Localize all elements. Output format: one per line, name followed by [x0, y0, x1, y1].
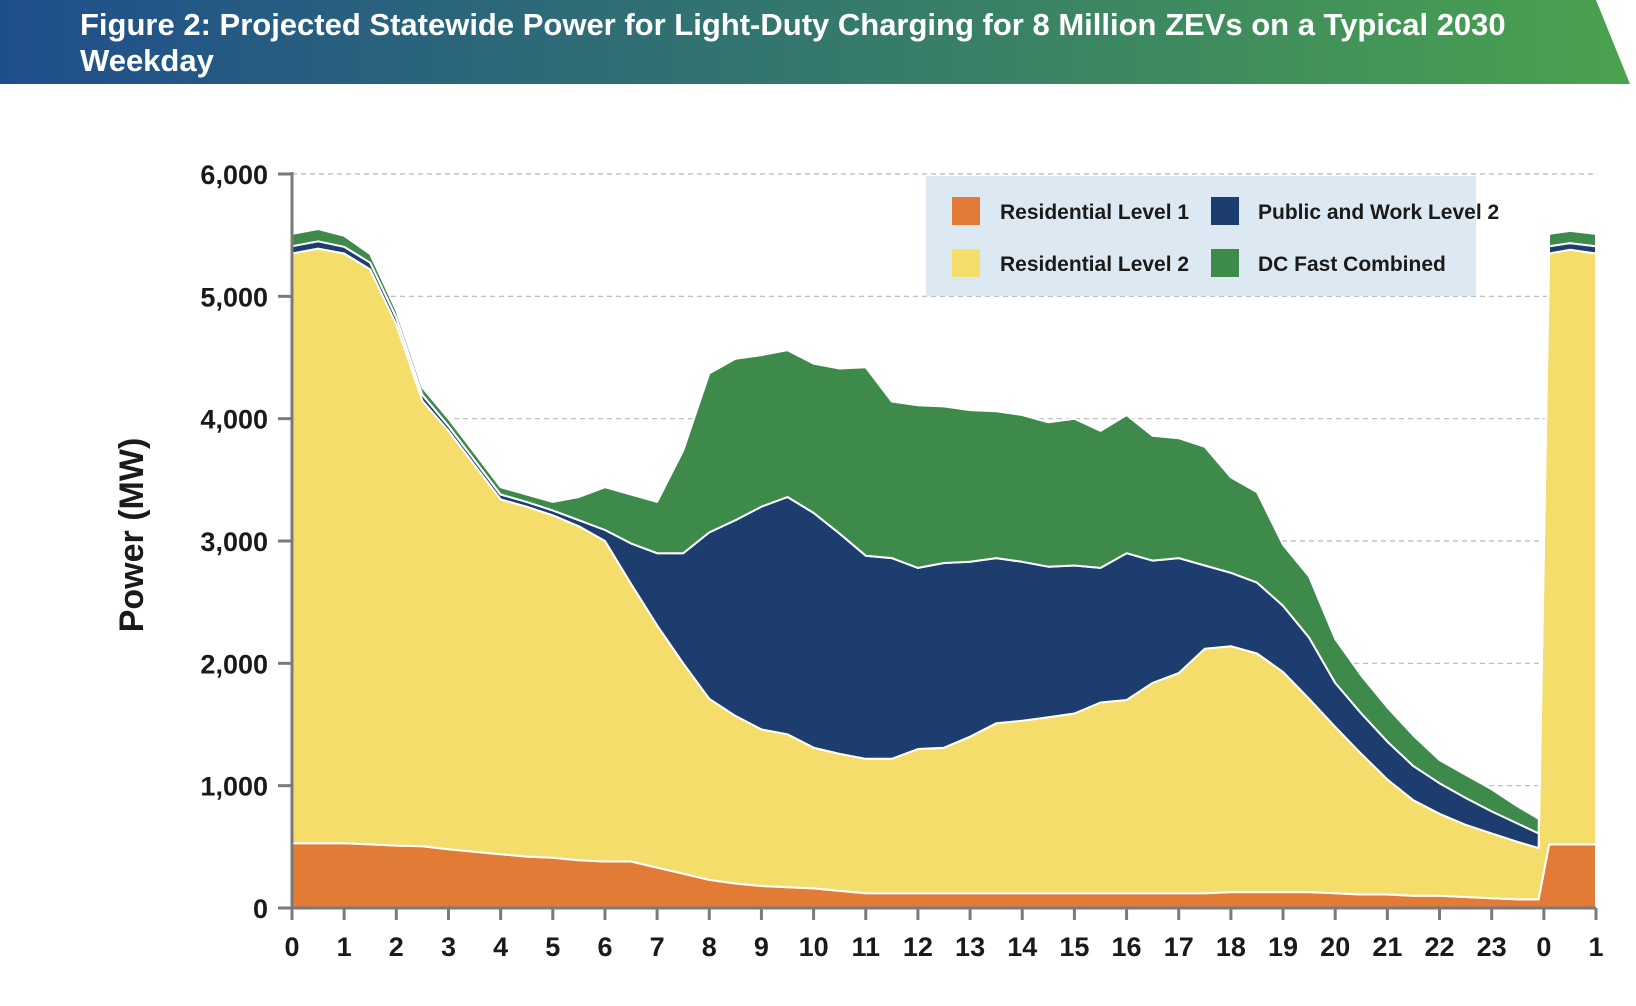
figure-title: Figure 2: Projected Statewide Power for … — [80, 7, 1506, 78]
x-tick-label: 0 — [284, 932, 299, 962]
x-tick-label: 16 — [1112, 932, 1142, 962]
figure-banner: Figure 2: Projected Statewide Power for … — [0, 0, 1636, 86]
legend-label: Residential Level 2 — [1000, 253, 1189, 276]
y-tick-label: 2,000 — [200, 649, 268, 679]
x-tick-label: 6 — [597, 932, 612, 962]
series-areas — [291, 228, 1597, 909]
x-tick-label: 19 — [1268, 932, 1298, 962]
y-tick-label: 5,000 — [200, 282, 268, 312]
legend-label: Residential Level 1 — [1000, 201, 1189, 224]
x-tick-label: 7 — [650, 932, 665, 962]
x-tick-label: 1 — [1588, 932, 1603, 962]
y-tick-label: 4,000 — [200, 405, 268, 435]
x-tick-label: 4 — [493, 932, 508, 962]
x-tick-label: 14 — [1007, 932, 1037, 962]
legend-swatch-residential-level-2 — [952, 249, 980, 277]
x-tick-label: 1 — [337, 932, 352, 962]
x-tick-label: 22 — [1424, 932, 1454, 962]
x-tick-label: 13 — [955, 932, 985, 962]
x-tick-label: 23 — [1477, 932, 1507, 962]
x-tick-label: 15 — [1059, 932, 1089, 962]
x-tick-label: 10 — [799, 932, 829, 962]
legend-label: Public and Work Level 2 — [1258, 201, 1499, 224]
y-tick-label: 0 — [253, 894, 268, 924]
legend-label: DC Fast Combined — [1258, 253, 1446, 276]
x-tick-label: 8 — [702, 932, 717, 962]
x-tick-label: 11 — [851, 932, 880, 962]
banner-background — [0, 0, 1630, 84]
x-tick-label: 3 — [441, 932, 456, 962]
area-dc-fast-combined — [291, 228, 1597, 835]
x-tick-label: 12 — [903, 932, 933, 962]
x-tick-label: 0 — [1536, 932, 1551, 962]
x-tick-label: 9 — [754, 932, 769, 962]
legend: Residential Level 1 Public and Work Level… — [926, 176, 1499, 296]
x-tick-label: 20 — [1320, 932, 1350, 962]
y-axis-label: Power (MW) — [113, 438, 151, 633]
x-tick-label: 21 — [1372, 932, 1402, 962]
x-tick-label: 18 — [1216, 932, 1246, 962]
legend-box — [926, 176, 1476, 296]
legend-swatch-public-work-level-2 — [1211, 197, 1239, 225]
legend-swatch-residential-level-1 — [952, 197, 980, 225]
x-tick-label: 5 — [545, 932, 560, 962]
x-tick-label: 2 — [389, 932, 404, 962]
y-tick-label: 6,000 — [200, 160, 268, 190]
y-tick-label: 1,000 — [200, 772, 268, 802]
x-tick-label: 17 — [1164, 932, 1194, 962]
y-tick-label: 3,000 — [200, 527, 268, 557]
legend-swatch-dc-fast-combined — [1211, 249, 1239, 277]
